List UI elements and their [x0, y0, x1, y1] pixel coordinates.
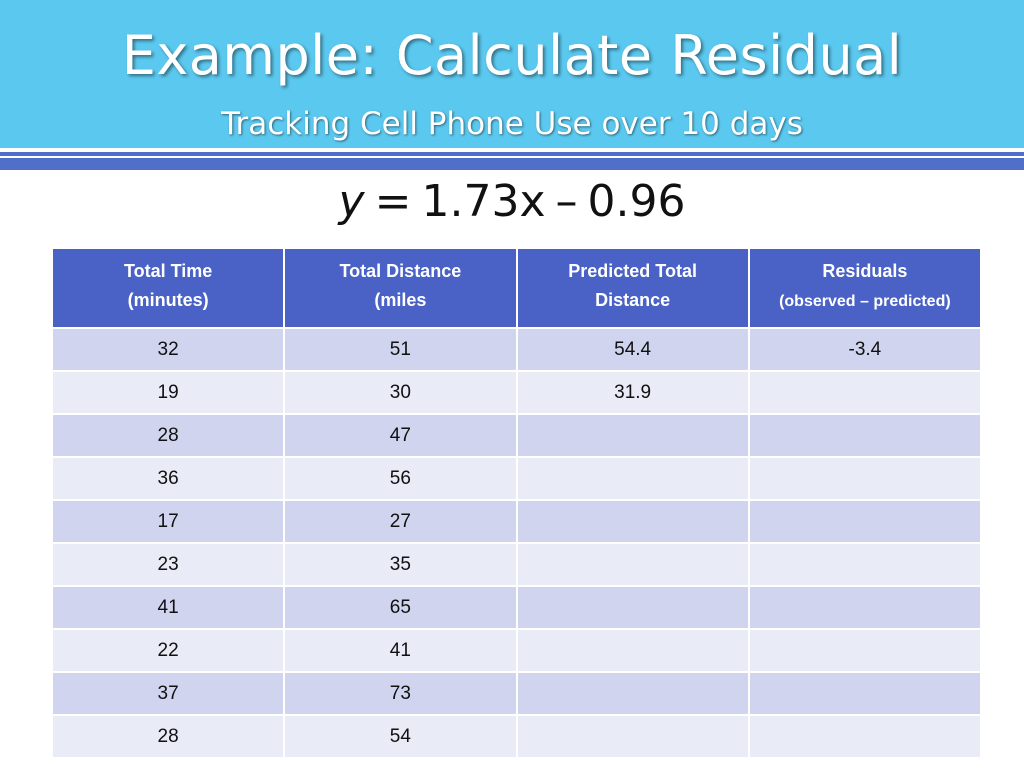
header-line: (miles	[374, 290, 427, 310]
cell-distance: 56	[283, 456, 518, 501]
slide-title: Example: Calculate Residual	[121, 24, 903, 87]
cell-distance: 47	[283, 413, 518, 458]
cell-predicted	[515, 628, 750, 673]
cell-time: 22	[50, 628, 286, 673]
regression-equation: y = 1.73x –0.96	[0, 176, 1024, 227]
table-row: 32 51 54.4 -3.4	[50, 327, 983, 372]
cell-residual	[747, 370, 983, 415]
cell-distance: 27	[283, 499, 518, 544]
header-line: Distance	[595, 290, 671, 310]
header-line: Predicted Total	[568, 261, 697, 281]
cell-distance: 65	[283, 585, 518, 630]
cell-time: 23	[50, 542, 286, 587]
cell-distance: 51	[283, 327, 518, 372]
table-row: 17 27	[50, 499, 983, 544]
table-row: 22 41	[50, 628, 983, 673]
header-predicted-distance: Predicted Total Distance	[515, 247, 750, 329]
slide-subtitle: Tracking Cell Phone Use over 10 days	[221, 106, 803, 142]
residuals-table: Total Time (minutes) Total Distance (mil…	[50, 247, 983, 759]
header-total-distance: Total Distance (miles	[283, 247, 518, 329]
equation-constant: 0.96	[587, 176, 686, 227]
cell-time: 19	[50, 370, 286, 415]
cell-distance: 35	[283, 542, 518, 587]
header-line: Total Time	[123, 261, 213, 281]
cell-predicted: 54.4	[515, 327, 750, 372]
cell-residual	[747, 413, 983, 458]
header-line: (observed – predicted)	[779, 293, 951, 310]
cell-residual	[747, 714, 983, 759]
cell-predicted: 31.9	[515, 370, 750, 415]
cell-time: 41	[50, 585, 286, 630]
cell-predicted	[515, 714, 750, 759]
cell-predicted	[515, 542, 750, 587]
cell-time: 28	[50, 413, 286, 458]
equation-coefficient: 1.73	[421, 176, 520, 227]
cell-time: 17	[50, 499, 286, 544]
cell-residual	[747, 499, 983, 544]
cell-residual	[747, 542, 983, 587]
cell-predicted	[515, 499, 750, 544]
cell-predicted	[515, 413, 750, 458]
cell-distance: 54	[283, 714, 518, 759]
table-row: 41 65	[50, 585, 983, 630]
table-row: 28 47	[50, 413, 983, 458]
table-header-row: Total Time (minutes) Total Distance (mil…	[50, 247, 983, 329]
equation-minus: –	[555, 176, 578, 227]
cell-distance: 30	[283, 370, 518, 415]
header-line: Residuals	[822, 261, 908, 281]
cell-residual	[747, 671, 983, 716]
table-row: 36 56	[50, 456, 983, 501]
cell-predicted	[515, 671, 750, 716]
header-total-time: Total Time (minutes)	[50, 247, 286, 329]
header-residuals: Residuals (observed – predicted)	[747, 247, 983, 329]
cell-time: 37	[50, 671, 286, 716]
cell-residual: -3.4	[747, 327, 983, 372]
cell-predicted	[515, 585, 750, 630]
table-row: 23 35	[50, 542, 983, 587]
cell-residual	[747, 628, 983, 673]
cell-time: 36	[50, 456, 286, 501]
title-banner: Example: Calculate Residual Tracking Cel…	[0, 0, 1024, 148]
divider-thin	[0, 152, 1024, 156]
cell-predicted	[515, 456, 750, 501]
divider-thick	[0, 158, 1024, 170]
equation-equals: =	[374, 176, 412, 227]
cell-residual	[747, 456, 983, 501]
table-row: 19 30 31.9	[50, 370, 983, 415]
equation-variable: x	[519, 176, 546, 227]
table-row: 28 54	[50, 714, 983, 759]
cell-distance: 41	[283, 628, 518, 673]
cell-residual	[747, 585, 983, 630]
cell-time: 32	[50, 327, 286, 372]
cell-distance: 73	[283, 671, 518, 716]
table-row: 37 73	[50, 671, 983, 716]
header-line: Total Distance	[339, 261, 462, 281]
header-line: (minutes)	[127, 290, 209, 310]
equation-lhs: y	[338, 176, 365, 227]
cell-time: 28	[50, 714, 286, 759]
